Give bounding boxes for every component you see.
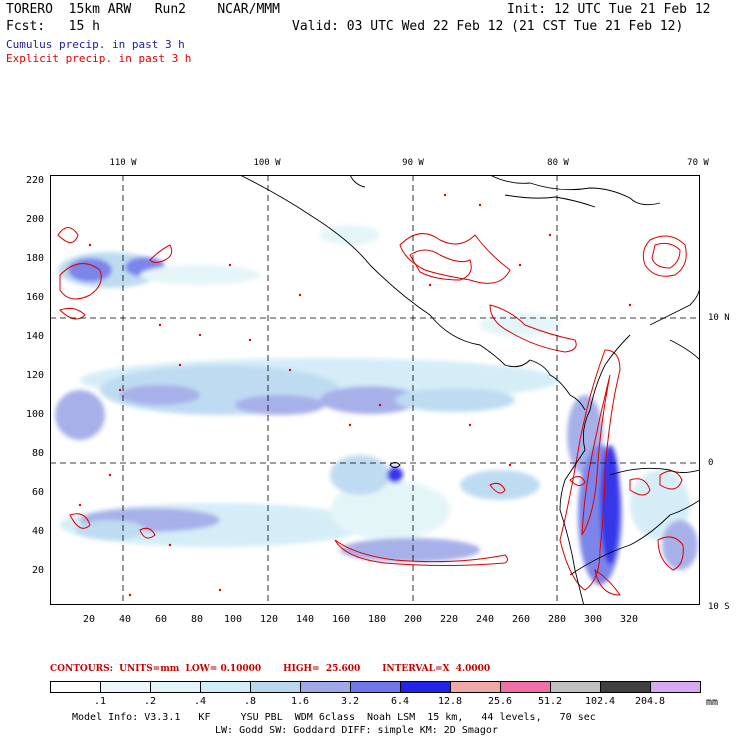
precip-map [50, 175, 700, 605]
colorbar-label: 3.2 [340, 696, 360, 707]
colorbar-swatch [550, 681, 601, 693]
grid-x-300: 300 [583, 614, 603, 625]
explicit-precip-specks [78, 193, 632, 597]
colorbar-swatch [400, 681, 451, 693]
grid-y-140: 140 [25, 331, 44, 342]
colorbar-label: 102.4 [584, 696, 616, 707]
grid-x-320: 320 [619, 614, 639, 625]
lon-label-80w: 80 W [547, 158, 569, 168]
lon-label-100w: 100 W [253, 158, 281, 168]
grid-y-160: 160 [25, 292, 44, 303]
init-time: Init: 12 UTC Tue 21 Feb 12 [507, 2, 711, 17]
grid-y-220: 220 [25, 175, 44, 186]
grid-y-60: 60 [31, 487, 44, 498]
colorbar-swatch [150, 681, 201, 693]
model-info-line2: LW: Godd SW: Goddard DIFF: simple KM: 2D… [215, 725, 498, 736]
colorbar-label: .8 [243, 696, 257, 707]
lon-label-110w: 110 W [109, 158, 137, 168]
grid-x-280: 280 [547, 614, 567, 625]
contours-info: CONTOURS: UNITS=mm LOW= 0.10000 HIGH= 25… [50, 664, 491, 674]
colorbar-label: 25.6 [487, 696, 513, 707]
cumulus-precip-shading [55, 225, 698, 585]
grid-x-80: 80 [190, 614, 204, 625]
colorbar-swatch [200, 681, 251, 693]
colorbar-label: .1 [93, 696, 107, 707]
grid-y-80: 80 [31, 448, 44, 459]
grid-x-60: 60 [154, 614, 168, 625]
colorbar-label: 1.6 [290, 696, 310, 707]
grid-y-20: 20 [31, 565, 44, 576]
map-frame [50, 175, 700, 605]
grid-x-200: 200 [403, 614, 423, 625]
grid-y-40: 40 [31, 526, 44, 537]
grid-x-20: 20 [82, 614, 96, 625]
lon-label-70w: 70 W [687, 158, 709, 168]
colorbar-label: 204.8 [634, 696, 666, 707]
grid-y-100: 100 [25, 409, 44, 420]
lat-label-0: 0 [708, 458, 714, 468]
model-title: TORERO 15km ARW Run2 NCAR/MMM [6, 2, 280, 17]
grid-x-180: 180 [367, 614, 387, 625]
grid-y-180: 180 [25, 253, 44, 264]
colorbar-swatch [350, 681, 401, 693]
valid-time: Valid: 03 UTC Wed 22 Feb 12 (21 CST Tue … [292, 19, 684, 34]
grid-x-120: 120 [259, 614, 279, 625]
colorbar-label: 51.2 [537, 696, 563, 707]
colorbar-unit: mm [706, 697, 719, 708]
grid-x-140: 140 [295, 614, 315, 625]
lon-label-90w: 90 W [402, 158, 424, 168]
model-info-line1: Model Info: V3.3.1 KF YSU PBL WDM 6class… [72, 712, 596, 723]
colorbar-swatch [300, 681, 351, 693]
colorbar-label: 6.4 [390, 696, 410, 707]
legend-cumulus: Cumulus precip. in past 3 h [6, 38, 185, 51]
colorbar-swatch [50, 681, 101, 693]
grid-x-240: 240 [475, 614, 495, 625]
lat-label-10s: 10 S [708, 602, 730, 612]
colorbar-swatch [250, 681, 301, 693]
grid-x-100: 100 [223, 614, 243, 625]
forecast-hour: Fcst: 15 h [6, 19, 100, 34]
colorbar-swatch [450, 681, 501, 693]
grid-x-160: 160 [331, 614, 351, 625]
coastlines [239, 175, 700, 605]
grid-y-200: 200 [25, 214, 44, 225]
grid-x-40: 40 [118, 614, 132, 625]
colorbar-swatch [100, 681, 151, 693]
colorbar-swatch [500, 681, 551, 693]
colorbar-label: 12.8 [437, 696, 463, 707]
explicit-precip-contours [57, 227, 687, 596]
colorbar-swatch [600, 681, 651, 693]
colorbar-swatch [650, 681, 701, 693]
colorbar-label: .4 [193, 696, 207, 707]
latlon-grid [50, 175, 700, 605]
colorbar-label: .2 [143, 696, 157, 707]
grid-y-120: 120 [25, 370, 44, 381]
grid-x-220: 220 [439, 614, 459, 625]
legend-explicit: Explicit precip. in past 3 h [6, 52, 192, 65]
grid-x-260: 260 [511, 614, 531, 625]
lat-label-10n: 10 N [708, 313, 730, 323]
